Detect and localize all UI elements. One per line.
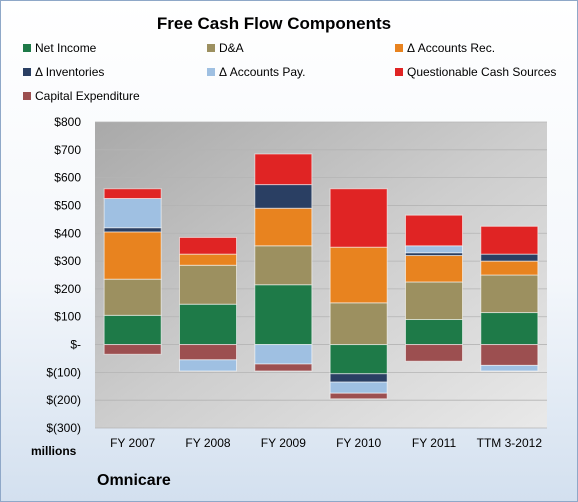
x-tick-label: FY 2010 [336,436,381,450]
bar-segment [179,236,237,255]
bar-segment [179,253,237,266]
bar-segment [405,214,463,247]
bar-segment [254,153,313,186]
y-tick-label: $(300) [46,421,81,435]
x-axis-ticks: FY 2007 FY 2008 FY 2009 FY 2010 FY 2011 TTM 3… [110,436,542,450]
y-axis-ticks: $800 $700 $600 $500 $400 $300 $200 $100 $- $(100)… [46,115,81,435]
bar-segment [103,278,162,316]
legend-label: Δ Accounts Pay. [219,65,306,79]
y-tick-label: $400 [54,226,81,240]
bar-segment [179,303,237,346]
y-tick-label: $800 [54,115,81,129]
bar-segment [254,344,313,365]
bar-segment [103,231,162,280]
bar-segment [103,227,162,233]
y-tick-label: $- [70,338,81,352]
y-tick-label: $300 [54,254,81,268]
bar-segment [254,284,313,346]
bar-segment [405,255,463,283]
legend-label: D&A [219,41,244,55]
bar-segment [179,359,237,372]
legend-label: Net Income [35,41,97,55]
bar-segment [329,373,388,383]
bar-segment [480,344,539,366]
bar-segment [480,260,539,276]
bar-segment [480,253,539,262]
legend-item: Capital Expenditure [23,88,140,104]
bar-segment [103,188,162,200]
bar-segment [480,225,539,255]
legend-swatch [23,92,31,100]
bar-segment [329,381,388,394]
x-tick-label: FY 2008 [185,436,230,450]
bar-segment [179,264,237,305]
bar-segment [480,274,539,314]
legend-swatch [207,68,215,76]
bar-segment [329,302,388,346]
x-tick-label: FY 2007 [110,436,155,450]
gridlines [95,121,547,429]
legend-swatch [207,44,215,52]
bar-segment [103,198,162,229]
legend-swatch [23,44,31,52]
x-tick-label: FY 2011 [412,436,457,450]
units-label: millions [31,444,77,458]
legend-item: D&A [207,40,244,56]
bar-segment [405,344,463,362]
legend-item: Δ Inventories [23,64,104,80]
legend-label: Δ Accounts Rec. [407,41,496,55]
legend-item: Δ Accounts Rec. [395,40,495,56]
bar-segment [254,207,313,247]
legend-label: Δ Inventories [35,65,105,79]
legend-item: Questionable Cash Sources [395,64,556,80]
x-tick-label: TTM 3-2012 [477,436,543,450]
bar-segment [254,245,313,286]
bar-segment [405,319,463,346]
legend-label: Capital Expenditure [35,89,140,103]
legend-swatch [23,68,31,76]
bar-stacks [103,153,539,400]
bar-segment [329,392,388,400]
bar-segment [254,363,313,372]
legend-swatch [395,44,403,52]
legend-label: Questionable Cash Sources [407,65,557,79]
chart-title: Free Cash Flow Components [156,14,392,33]
y-tick-label: $600 [54,171,81,185]
y-tick-label: $700 [54,143,81,157]
x-tick-label: FY 2009 [261,436,306,450]
legend-swatch [395,68,403,76]
bar-segment [329,188,388,248]
y-tick-label: $200 [54,282,81,296]
bar-segment [103,314,162,346]
y-tick-label: $500 [54,198,81,212]
y-tick-label: $(200) [46,393,81,407]
bar-segment [480,364,539,372]
bar-segment [405,281,463,321]
bar-segment [179,344,237,361]
company-name: Omnicare [97,472,171,489]
bar-segment [103,344,162,355]
legend-item: Δ Accounts Pay. [207,64,306,80]
y-tick-label: $100 [54,310,81,324]
bar-segment [329,344,388,375]
bar-segment [254,184,313,209]
bar-segment [329,246,388,304]
y-tick-label: $(100) [46,365,81,379]
legend-item: Net Income [23,40,96,56]
bar-segment [405,245,463,254]
plot-area [95,122,547,428]
bar-segment [480,312,539,346]
